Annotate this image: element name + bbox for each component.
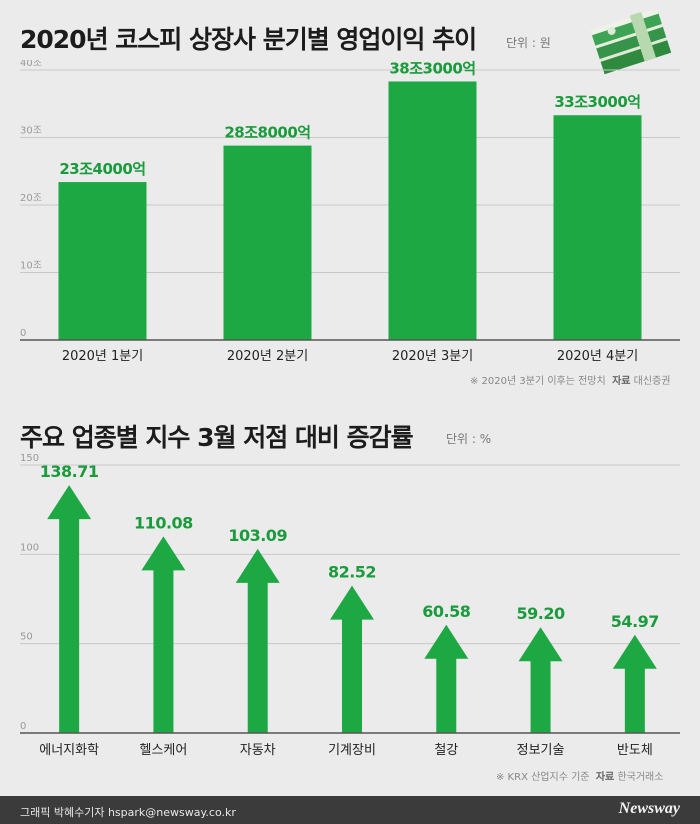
operating-profit-chart: 0 10조 20조 30조 40조 23조4000억 2020년 1분기 28조8000억 20… xyxy=(20,60,680,364)
chart2-value-label: 54.97 xyxy=(611,612,659,631)
chart2-arrow-bar xyxy=(141,536,186,733)
chart2-note: ※ KRX 산업지수 기준 자료 한국거래소 xyxy=(496,768,663,783)
chart1-bar xyxy=(223,145,312,340)
chart1-title: 2020년 코스피 상장사 분기별 영업이익 추이 xyxy=(20,25,477,54)
chart1-category-label: 2020년 3분기 xyxy=(392,349,473,364)
chart2-category-label: 에너지화학 xyxy=(39,743,99,758)
chart1-source-label: 자료 xyxy=(612,376,631,387)
chart1-bar xyxy=(553,115,642,340)
chart2-note-text: ※ KRX 산업지수 기준 xyxy=(496,772,590,783)
chart2-value-label: 103.09 xyxy=(228,526,287,545)
chart2-category-label: 정보기술 xyxy=(517,743,565,758)
chart2-arrow-bar xyxy=(330,585,374,733)
chart2-source-label: 자료 xyxy=(595,772,615,783)
chart2-value-label: 138.71 xyxy=(40,462,99,481)
chart1-ytick-label: 0 xyxy=(20,328,26,339)
chart1-ytick-label: 40조 xyxy=(20,60,42,69)
chart2-category-label: 반도체 xyxy=(617,743,653,758)
chart2-value-label: 60.58 xyxy=(422,602,470,621)
money-stack-icon xyxy=(590,10,672,75)
chart2-value-label: 110.08 xyxy=(134,513,193,532)
chart2-source: 한국거래소 xyxy=(617,772,664,783)
chart2-arrow-bar xyxy=(612,634,657,733)
chart2-value-label: 59.20 xyxy=(517,604,565,623)
chart1-source: 대신증권 xyxy=(633,376,671,387)
chart1-category-label: 2020년 2분기 xyxy=(227,349,308,364)
chart1-category-label: 2020년 4분기 xyxy=(557,349,638,364)
chart1-ytick-label: 20조 xyxy=(20,193,42,204)
chart1-value-label: 33조3000억 xyxy=(554,93,640,111)
chart2-ytick-label: 50 xyxy=(20,632,33,643)
newsway-logo: Newsway xyxy=(618,800,680,817)
chart2-arrow-bar xyxy=(424,624,469,733)
chart2-category-label: 자동차 xyxy=(240,743,276,758)
chart2-ytick-label: 100 xyxy=(20,542,39,553)
chart1-bar xyxy=(58,182,147,340)
chart1-ytick-label: 10조 xyxy=(20,261,42,272)
chart1-note: ※ 2020년 3분기 이후는 전망치 자료 대신증권 xyxy=(470,372,670,387)
chart2-title: 주요 업종별 지수 3월 저점 대비 증감률 xyxy=(20,423,414,452)
chart1-bar xyxy=(388,81,477,340)
chart2-unit: 단위 : % xyxy=(446,432,492,446)
chart1-unit: 단위 : 원 xyxy=(506,36,551,50)
chart2-value-label: 82.52 xyxy=(328,563,376,582)
chart1-ytick-label: 30조 xyxy=(20,126,42,137)
chart1-value-label: 38조3000억 xyxy=(389,60,475,77)
chart2-category-label: 철강 xyxy=(434,743,458,758)
graphic-credit: 그래픽 박혜수기자 hspark@newsway.co.kr xyxy=(20,806,236,819)
chart1-value-label: 28조8000억 xyxy=(224,124,310,142)
chart2-arrow-bar xyxy=(235,548,280,733)
chart2-arrow-bar xyxy=(47,485,92,733)
chart2-category-label: 기계장비 xyxy=(328,743,376,758)
chart1-note-text: ※ 2020년 3분기 이후는 전망치 xyxy=(470,376,606,387)
chart1-category-label: 2020년 1분기 xyxy=(62,349,143,364)
chart1-value-label: 23조4000억 xyxy=(59,160,145,178)
chart2-category-label: 헬스케어 xyxy=(140,743,188,758)
chart2-arrow-bar xyxy=(518,627,563,733)
footer-bar: 그래픽 박혜수기자 hspark@newsway.co.kr Newsway xyxy=(0,796,700,824)
chart2-ytick-label: 0 xyxy=(20,721,26,732)
chart2-ytick-label: 150 xyxy=(20,453,39,464)
